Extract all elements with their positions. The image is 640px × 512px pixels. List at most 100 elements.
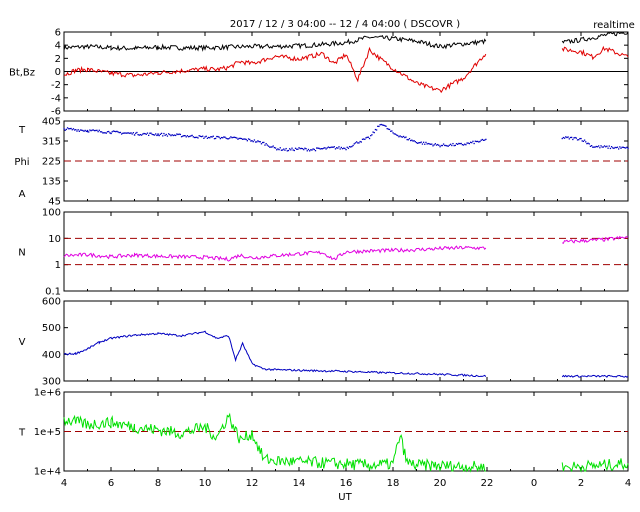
series-point-Phi xyxy=(325,148,327,150)
series-point-Phi xyxy=(318,147,320,150)
series-point-Phi xyxy=(330,146,332,149)
series-point-Phi xyxy=(457,143,459,146)
series-point-Phi xyxy=(151,133,153,136)
series-point-Phi xyxy=(129,132,131,135)
series-point-Phi xyxy=(190,135,192,137)
series-point-Phi xyxy=(296,148,298,150)
series-point-Phi xyxy=(478,141,480,143)
x-tick-label: 4 xyxy=(61,478,67,489)
series-point-Phi xyxy=(607,147,609,149)
y-axis-label: Phi xyxy=(14,157,29,168)
series-point-Phi xyxy=(415,141,418,144)
series-point-Phi xyxy=(448,144,451,146)
series-point-Phi xyxy=(425,141,427,144)
series-point-Phi xyxy=(590,145,593,147)
series-point-Phi xyxy=(398,136,400,138)
series-point-Phi xyxy=(401,136,404,138)
y-tick-label: 405 xyxy=(42,117,61,128)
series-point-Phi xyxy=(317,147,319,149)
series-point-Phi xyxy=(76,130,78,132)
y-axis-label: V xyxy=(19,337,26,348)
series-point-Phi xyxy=(331,146,333,148)
series-point-Phi xyxy=(338,146,340,148)
y-tick-label: -4 xyxy=(51,93,61,104)
series-point-Phi xyxy=(407,139,409,141)
series-point-Phi xyxy=(78,130,80,132)
series-point-Phi xyxy=(140,134,143,136)
series-point-Phi xyxy=(133,134,136,136)
series-point-Phi xyxy=(313,148,315,151)
x-tick-label: 20 xyxy=(434,478,447,489)
series-point-Phi xyxy=(479,140,481,143)
series-point-Phi xyxy=(428,143,431,145)
y-tick-label: 1e+6 xyxy=(34,388,61,399)
series-point-Phi xyxy=(234,136,237,139)
series-point-Phi xyxy=(451,144,453,147)
y-axis-label: N xyxy=(18,248,25,259)
series-point-Phi xyxy=(482,139,485,141)
series-line-Bz xyxy=(63,45,629,94)
series-point-Phi xyxy=(195,136,197,139)
series-point-Phi xyxy=(298,147,300,149)
series-point-Phi xyxy=(341,148,344,150)
series-point-Phi xyxy=(485,138,487,141)
series-point-Phi xyxy=(153,134,156,136)
y-tick-label: 4 xyxy=(55,41,61,52)
series-point-Phi xyxy=(204,136,206,138)
series-point-Phi xyxy=(63,128,65,130)
series-point-Phi xyxy=(287,149,290,152)
series-point-Phi xyxy=(123,132,125,134)
series-point-Phi xyxy=(427,142,429,145)
series-point-Phi xyxy=(183,135,185,137)
series-point-Phi xyxy=(237,138,239,140)
series-point-Phi xyxy=(239,137,241,140)
series-point-Phi xyxy=(613,147,615,150)
series-point-Phi xyxy=(621,146,623,148)
series-point-Phi xyxy=(219,137,221,140)
series-point-Phi xyxy=(328,146,331,149)
x-tick-label: 16 xyxy=(340,478,353,489)
series-point-Phi xyxy=(400,136,402,138)
series-point-Phi xyxy=(71,129,73,131)
series-point-Phi xyxy=(442,143,445,145)
chart-title: 2017 / 12 / 3 04:00 -- 12 / 4 04:00 ( DS… xyxy=(230,19,460,30)
series-point-Phi xyxy=(223,136,225,138)
series-point-Phi xyxy=(445,144,447,147)
series-point-Phi xyxy=(198,135,200,137)
series-point-Phi xyxy=(97,130,99,133)
series-point-Phi xyxy=(91,129,93,131)
series-point-Phi xyxy=(310,149,312,151)
series-point-Phi xyxy=(238,137,240,140)
series-point-Phi xyxy=(354,142,357,144)
series-point-Phi xyxy=(244,138,246,140)
x-tick-label: 2 xyxy=(578,478,584,489)
series-point-Phi xyxy=(113,130,116,133)
y-tick-label: 100 xyxy=(42,208,61,219)
series-point-Phi xyxy=(103,132,105,134)
series-point-Phi xyxy=(152,134,154,136)
series-point-Phi xyxy=(269,146,271,148)
series-point-Phi xyxy=(283,148,285,150)
series-point-Phi xyxy=(193,136,196,139)
x-tick-label: 18 xyxy=(387,478,400,489)
series-point-Phi xyxy=(276,149,278,151)
series-point-Phi xyxy=(581,140,583,142)
series-point-Phi xyxy=(574,136,576,139)
y-tick-label: -2 xyxy=(51,80,61,91)
series-point-Phi xyxy=(595,145,597,148)
series-point-Phi xyxy=(364,138,366,141)
series-point-Phi xyxy=(420,141,422,143)
series-point-Phi xyxy=(321,148,324,150)
series-point-Phi xyxy=(206,137,209,139)
series-point-Phi xyxy=(232,136,234,139)
y-tick-label: 10 xyxy=(48,234,61,245)
y-tick-label: 6 xyxy=(55,28,61,39)
series-point-Phi xyxy=(616,146,619,148)
series-point-Phi xyxy=(393,133,395,135)
series-point-Phi xyxy=(583,139,586,141)
series-point-Phi xyxy=(343,147,345,149)
series-point-Phi xyxy=(588,143,590,145)
series-point-Phi xyxy=(327,146,330,148)
y-tick-label: 500 xyxy=(42,323,61,334)
series-point-Phi xyxy=(585,141,587,143)
